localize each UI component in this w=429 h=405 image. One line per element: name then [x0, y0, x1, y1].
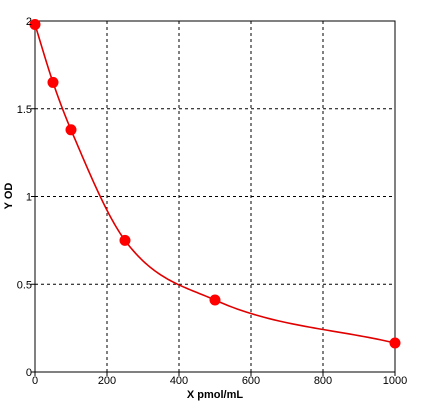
data-points — [29, 19, 401, 349]
x-tick-label: 600 — [242, 375, 260, 387]
y-tick-label: 2 — [26, 16, 32, 28]
tick-labels: 0 200 400 600 800 1000 0 0.5 1 1.5 2 — [17, 16, 408, 387]
grid-lines — [35, 21, 395, 372]
data-point — [119, 234, 131, 246]
x-tick-label: 1000 — [383, 375, 407, 387]
x-tick-label: 800 — [314, 375, 332, 387]
x-tick-label: 400 — [170, 375, 188, 387]
fit-curve — [34, 24, 396, 344]
y-tick-label: 1 — [26, 192, 32, 204]
data-point — [209, 294, 221, 306]
data-point — [47, 76, 59, 88]
axis-ticks — [31, 20, 396, 376]
y-tick-label: 1.5 — [17, 104, 32, 116]
x-tick-label: 0 — [32, 375, 38, 387]
y-axis-title: Y OD — [3, 183, 15, 210]
fit-curve-layer — [34, 24, 396, 344]
y-tick-label: 0 — [26, 367, 32, 379]
data-point — [389, 337, 401, 349]
y-tick-label: 0.5 — [17, 279, 32, 291]
data-point — [65, 124, 77, 136]
data-point — [29, 19, 41, 31]
x-axis-title: X pmol/mL — [187, 389, 244, 401]
x-tick-label: 200 — [98, 375, 116, 387]
